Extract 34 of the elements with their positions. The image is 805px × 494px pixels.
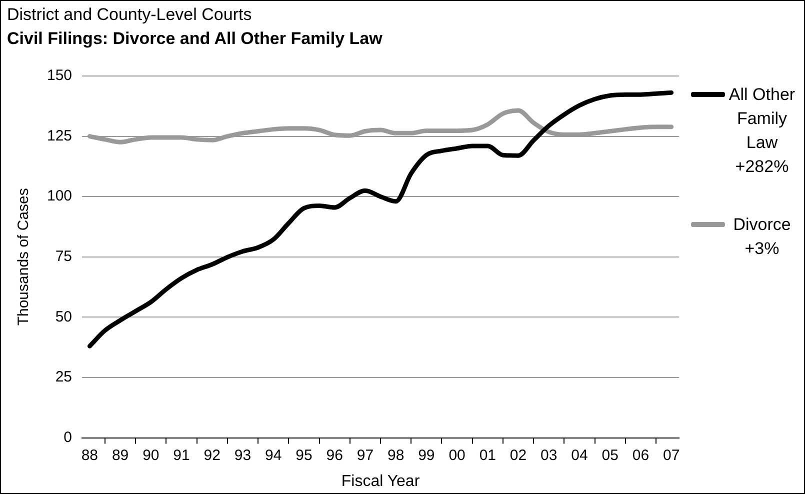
y-tick-label: 50 [55,308,72,326]
x-tick-label: 90 [142,446,160,464]
y-tick-label: 25 [55,368,72,386]
x-tick-label: 06 [632,446,650,464]
x-tick-label: 07 [663,446,680,464]
x-tick-label: 98 [387,446,404,464]
x-tick-label: 97 [356,446,374,464]
x-tick-label: 92 [204,446,220,464]
legend-label: All Other Family Law +282% [728,84,796,178]
x-tick-label: 96 [326,446,343,464]
x-axis-title: Fiscal Year [341,472,420,490]
y-tick-label: 150 [46,67,72,84]
x-tick-label: 91 [173,446,190,464]
x-tick-label: 04 [571,446,588,464]
x-tick-label: 94 [265,446,282,464]
x-tick-label: 05 [602,446,618,464]
x-tick-label: 00 [448,446,466,464]
x-tick-label: 99 [418,446,435,464]
x-tick-label: 02 [510,446,527,464]
x-tick-label: 01 [479,446,496,464]
x-tick-label: 93 [234,446,252,464]
legend-label: Divorce +3% [732,214,792,260]
chart-title: District and County-Level Courts [7,5,252,25]
y-tick-label: 125 [46,127,72,144]
line-series [87,90,674,348]
y-tick-label: 100 [46,188,72,205]
x-tick-label: 03 [540,446,558,464]
y-tick-label: 0 [64,428,72,446]
x-tick-label: 89 [112,446,129,464]
chart-subtitle: Civil Filings: Divorce and All Other Family Law [7,29,382,49]
y-axis-title: Thousands of Cases [15,188,32,326]
y-tick-label: 75 [55,248,72,266]
x-tick-label: 88 [81,446,98,464]
x-tick-label: 95 [296,446,312,464]
